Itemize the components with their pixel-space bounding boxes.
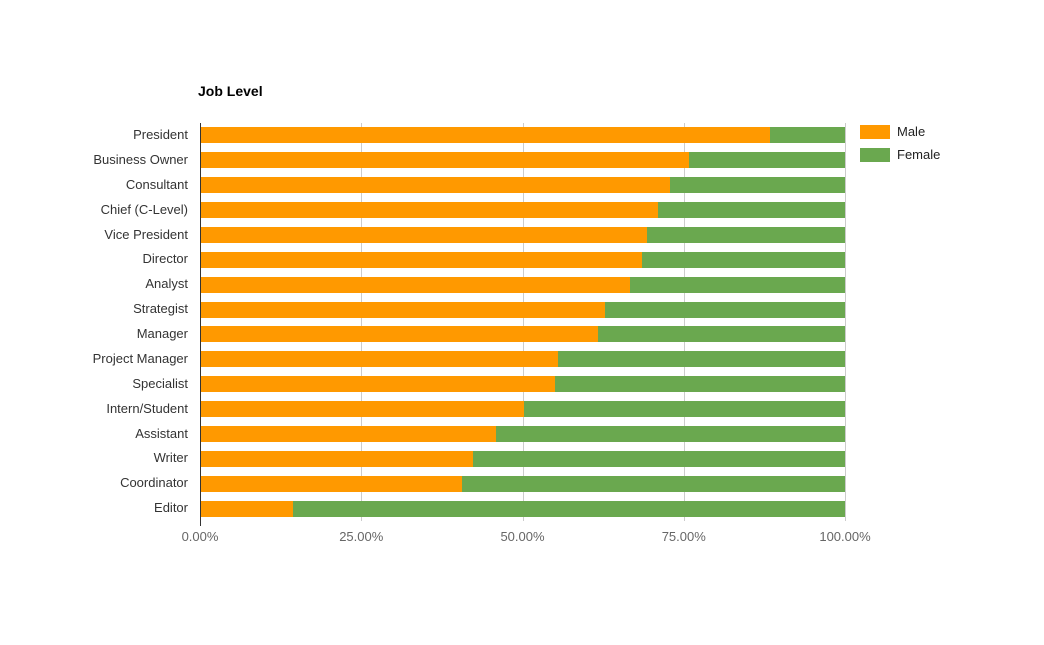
bar-segment-female[interactable] [462, 475, 845, 492]
bar-row [201, 351, 845, 368]
y-axis-label: Business Owner [93, 151, 188, 167]
bar-segment-female[interactable] [647, 226, 845, 243]
bar-segment-male[interactable] [201, 425, 496, 442]
bar-segment-male[interactable] [201, 351, 558, 368]
bar-row [201, 127, 845, 144]
bar-segment-female[interactable] [555, 376, 845, 393]
y-axis-label: Manager [136, 326, 188, 341]
bar-segment-female[interactable] [689, 152, 845, 169]
gridline-50 [522, 123, 524, 521]
bar-segment-male[interactable] [201, 376, 556, 393]
bar-segment-male[interactable] [201, 326, 599, 343]
x-axis-tick-label: 75.00% [661, 529, 706, 544]
bar-segment-male[interactable] [201, 500, 294, 517]
bar-segment-male[interactable] [201, 401, 524, 418]
bar-segment-female[interactable] [605, 301, 845, 318]
y-axis-label: Strategist [133, 301, 188, 317]
bar-segment-male[interactable] [201, 301, 606, 318]
bar-row [201, 152, 845, 169]
x-axis-tick-label: 100.00% [819, 529, 871, 544]
y-axis-label: Analyst [145, 276, 188, 292]
bar-segment-male[interactable] [201, 226, 648, 243]
y-axis-label: Intern/Student [106, 400, 188, 416]
y-axis-label: Chief (C-Level) [100, 201, 188, 217]
y-axis-label: Vice President [104, 226, 188, 242]
bar-segment-male[interactable] [201, 475, 463, 492]
bar-row [201, 226, 845, 243]
legend-label: Female [897, 147, 941, 162]
legend-item-female: Female [860, 147, 940, 162]
bar-segment-female[interactable] [658, 202, 845, 219]
bar-row [201, 401, 845, 418]
gridline-100 [845, 123, 846, 521]
bar-segment-female[interactable] [642, 251, 845, 268]
legend: Male Female [860, 124, 940, 170]
gridline-75 [683, 123, 685, 521]
bar-segment-male[interactable] [201, 202, 659, 219]
bar-segment-female[interactable] [557, 351, 845, 368]
y-axis-line [200, 123, 201, 526]
y-axis-label: Specialist [132, 375, 188, 391]
bar-row [201, 251, 845, 268]
x-axis-tick-label: 0.00% [181, 529, 219, 544]
bar-segment-female[interactable] [473, 450, 845, 467]
bar-segment-female[interactable] [669, 177, 845, 194]
x-axis-tick-label: 25.00% [339, 529, 384, 544]
bar-row [201, 475, 845, 492]
bar-segment-male[interactable] [201, 251, 643, 268]
y-axis-label: Director [142, 251, 188, 267]
bar-segment-female[interactable] [598, 326, 845, 343]
legend-swatch-male [860, 124, 890, 139]
bar-segment-female[interactable] [770, 127, 845, 144]
y-axis-label: Coordinator [120, 475, 188, 491]
chart-title: Job Level [198, 83, 263, 99]
bar-segment-female[interactable] [495, 425, 845, 442]
bar-segment-male[interactable] [201, 450, 474, 467]
x-axis-tick-label: 50.00% [500, 529, 545, 544]
y-axis-label: Writer [153, 450, 188, 466]
legend-swatch-female [860, 147, 890, 162]
bar-row [201, 276, 845, 293]
y-axis-label: Editor [154, 500, 188, 516]
bar-row [201, 326, 845, 343]
bar-row [201, 500, 845, 517]
legend-label: Male [897, 124, 926, 139]
plot-area [200, 123, 846, 526]
bar-segment-male[interactable] [201, 177, 670, 194]
y-axis-label: President [133, 127, 188, 142]
gridline-25 [361, 123, 363, 521]
bar-segment-male[interactable] [201, 152, 690, 169]
bar-segment-female[interactable] [629, 276, 845, 293]
y-axis-label: Consultant [125, 176, 188, 192]
bar-row [201, 450, 845, 467]
bar-segment-male[interactable] [201, 127, 771, 144]
bar-row [201, 301, 845, 318]
bar-segment-female[interactable] [523, 401, 845, 418]
bar-row [201, 376, 845, 393]
bar-segment-female[interactable] [293, 500, 845, 517]
bar-row [201, 202, 845, 219]
bar-row [201, 425, 845, 442]
bar-row [201, 177, 845, 194]
y-axis-label: Assistant [135, 425, 188, 441]
legend-item-male: Male [860, 124, 940, 139]
y-axis-label: Project Manager [92, 350, 188, 366]
bar-segment-male[interactable] [201, 276, 630, 293]
